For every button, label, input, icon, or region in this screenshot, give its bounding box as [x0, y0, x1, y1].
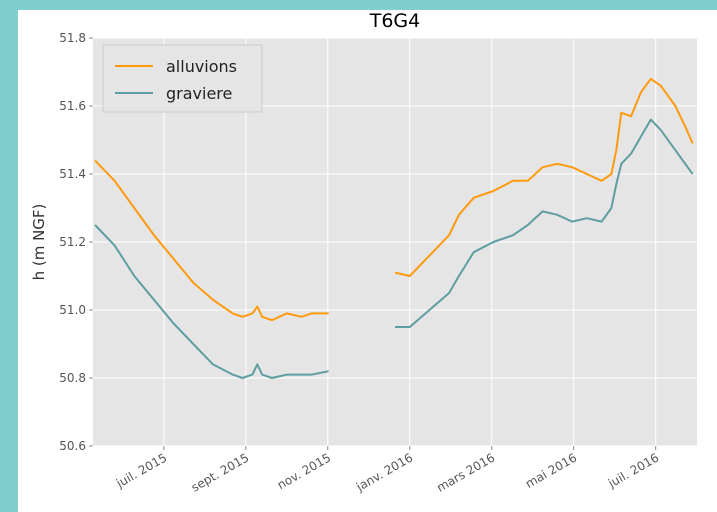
y-tick-label: 51.2: [59, 235, 86, 249]
y-tick-label: 50.6: [59, 439, 86, 453]
lines: [94, 77, 694, 379]
legend-box: [102, 44, 263, 113]
legend: alluvions graviere: [102, 44, 263, 113]
y-tick-label: 50.8: [59, 371, 86, 385]
y-tick-label: 51.8: [59, 31, 86, 45]
legend-label: graviere: [166, 84, 232, 103]
y-tick-label: 51.6: [59, 99, 86, 113]
series-line: [94, 77, 694, 322]
legend-label: alluvions: [166, 57, 237, 76]
series-line: [94, 118, 694, 379]
grid: [89, 37, 697, 450]
y-axis-label: h (m NGF): [30, 204, 48, 281]
y-tick-label: 51.0: [59, 303, 86, 317]
y-tick-label: 51.4: [59, 167, 86, 181]
chart-title: T6G4: [369, 10, 421, 32]
